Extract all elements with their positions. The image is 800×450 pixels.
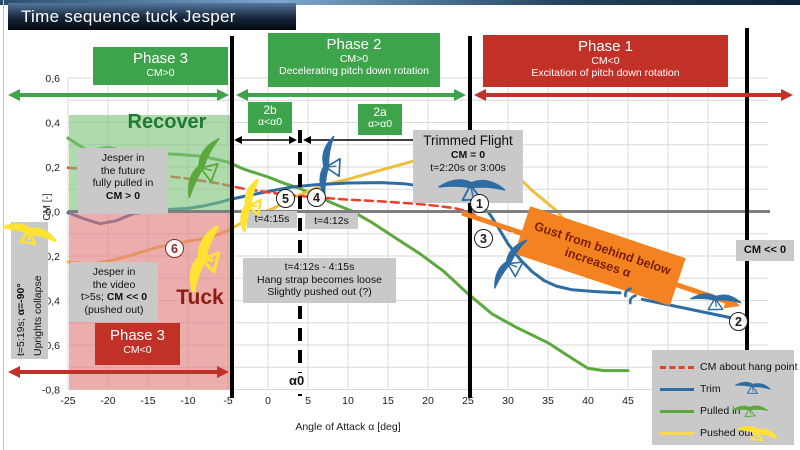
future-l1: Jesper in xyxy=(101,152,145,164)
hangstrap-l3: Slightly pushed out (?) xyxy=(267,286,372,298)
t415-label: t=4:15s xyxy=(247,211,297,228)
svg-text:40: 40 xyxy=(582,395,594,407)
video-l2: the video xyxy=(92,278,136,291)
svg-text:25: 25 xyxy=(462,395,474,407)
svg-text:0,2: 0,2 xyxy=(45,162,60,174)
recover-label: Recover xyxy=(127,111,207,133)
svg-text:-10: -10 xyxy=(180,395,195,407)
alpha0-label: α0 xyxy=(286,373,308,388)
svg-text:0,6: 0,6 xyxy=(45,73,60,85)
trimmed-l3: t=2:20s or 3:00s xyxy=(430,161,506,174)
phase2-sub2: Decelerating pitch down rotation xyxy=(278,65,429,77)
phase3-top-box: Phase 3 CM>0 xyxy=(93,47,228,85)
phase3-bottom-box: Phase 3 CM<0 xyxy=(95,323,180,365)
legend-row-trim: Trim xyxy=(660,378,788,400)
phase3-top-sub: CM>0 xyxy=(146,67,175,79)
y-axis-title: CM [-] xyxy=(42,193,53,220)
x-axis-title: Angle of Attack α [deg] xyxy=(295,421,400,433)
legend-label-cm-hang: CM about hang point xyxy=(700,361,798,373)
annotation-arrows xyxy=(8,89,793,378)
phase1-sub2: Excitation of pitch down rotation xyxy=(531,67,680,79)
legend-swatch-dashed xyxy=(660,365,694,369)
future-l4: CM > 0 xyxy=(105,189,141,202)
trimmed-flight-box: Trimmed Flight CM = 0 t=2:20s or 3:00s xyxy=(413,130,523,203)
marker-4: 4 xyxy=(307,188,326,207)
svg-text:-5: -5 xyxy=(223,395,232,407)
trim-beyond-axis-break--curve xyxy=(640,297,746,322)
legend-row-pushed-out: Pushed out xyxy=(660,422,788,444)
svg-text:15: 15 xyxy=(382,395,394,407)
svg-text:0: 0 xyxy=(265,395,271,407)
svg-text:10: 10 xyxy=(342,395,354,407)
legend-swatch-pushed-out xyxy=(660,431,694,435)
legend-label-trim: Trim xyxy=(700,383,721,395)
phase2-sub1: CM>0 xyxy=(339,53,369,65)
svg-text:-0,8: -0,8 xyxy=(42,385,60,397)
svg-text:0,0: 0,0 xyxy=(45,207,60,219)
uprights-l1: t=5:19s; α=-90° xyxy=(14,283,27,356)
svg-text:30: 30 xyxy=(502,395,514,407)
video-note-box: Jesper in the video t>5s; CM << 0 (pushe… xyxy=(70,262,158,322)
legend-label-pulled-in: Pulled in xyxy=(700,405,741,417)
marker-6: 6 xyxy=(165,239,184,258)
phase2-box: Phase 2 CM>0 Decelerating pitch down rot… xyxy=(268,33,440,87)
marker-5: 5 xyxy=(276,189,295,208)
phase1-sub1: CM<0 xyxy=(591,55,620,67)
hangstrap-l1: t=4:12s - 4:15s xyxy=(284,261,355,273)
future-l3: fully pulled in xyxy=(92,177,154,189)
video-l3: t>5s; CM << 0 xyxy=(80,291,148,303)
zone-2a-sub: α>α0 xyxy=(367,118,393,130)
slide-top-strip xyxy=(0,0,800,5)
svg-text:20: 20 xyxy=(422,395,434,407)
phase2-title: Phase 2 xyxy=(326,36,382,53)
svg-text:-25: -25 xyxy=(60,395,75,407)
uprights-l2: Uprights collapse xyxy=(31,275,44,356)
phase1-box: Phase 1 CM<0 Excitation of pitch down ro… xyxy=(483,35,728,87)
t412-label: t=4:12s xyxy=(305,213,358,229)
video-l4: (pushed out) xyxy=(84,303,144,316)
phase3-bottom-title: Phase 3 xyxy=(109,327,166,344)
svg-text:0,4: 0,4 xyxy=(45,118,60,130)
zone-2a-box: 2a α>α0 xyxy=(358,104,402,135)
phase3-top-title: Phase 3 xyxy=(132,50,189,67)
uprights-collapse-note: t=5:19s; α=-90° Uprights collapse xyxy=(11,222,48,359)
legend-swatch-trim xyxy=(660,387,694,391)
legend-swatch-pulled-in xyxy=(660,409,694,413)
trimmed-l1: Trimmed Flight xyxy=(423,133,513,148)
legend-row-cm-hang: CM about hang point xyxy=(660,356,797,378)
trimmed-l2: CM = 0 xyxy=(450,149,486,161)
axis-ticks: -25 -20 -15 -10 -5 0 5 10 15 20 25 30 35 40 450,60,40,… xyxy=(42,73,634,433)
zone-2b-box: 2b α<α0 xyxy=(248,102,292,133)
svg-text:-20: -20 xyxy=(100,395,115,407)
page-title: Time sequence tuck Jesper xyxy=(8,3,296,30)
marker-2: 2 xyxy=(729,312,748,331)
phase3-bottom-sub: CM<0 xyxy=(123,344,152,356)
zone-2b-sub: α<α0 xyxy=(257,116,283,128)
phase1-title: Phase 1 xyxy=(577,38,634,55)
cm-much-less-0-label: CM << 0 xyxy=(736,240,794,261)
legend: CM about hang point Trim Pulled in Pushe… xyxy=(652,350,797,445)
video-l1: Jesper in xyxy=(92,266,136,278)
svg-text:35: 35 xyxy=(542,395,554,407)
legend-row-pulled-in: Pulled in xyxy=(660,400,788,422)
future-l2: the future xyxy=(100,164,146,177)
svg-text:5: 5 xyxy=(305,395,311,407)
tuck-label: Tuck xyxy=(176,286,224,309)
hangstrap-l2: Hang strap becomes loose xyxy=(257,273,382,286)
future-note-box: Jesper in the future fully pulled in CM … xyxy=(78,148,168,214)
svg-text:-15: -15 xyxy=(140,395,155,407)
marker-3: 3 xyxy=(474,229,493,248)
zone-2b-title: 2b xyxy=(263,103,277,117)
legend-label-pushed-out: Pushed out xyxy=(700,427,754,439)
marker-1: 1 xyxy=(470,194,489,213)
svg-text:45: 45 xyxy=(622,395,634,407)
zone-2a-title: 2a xyxy=(373,105,387,119)
hangstrap-note-box: t=4:12s - 4:15s Hang strap becomes loose… xyxy=(243,258,396,303)
